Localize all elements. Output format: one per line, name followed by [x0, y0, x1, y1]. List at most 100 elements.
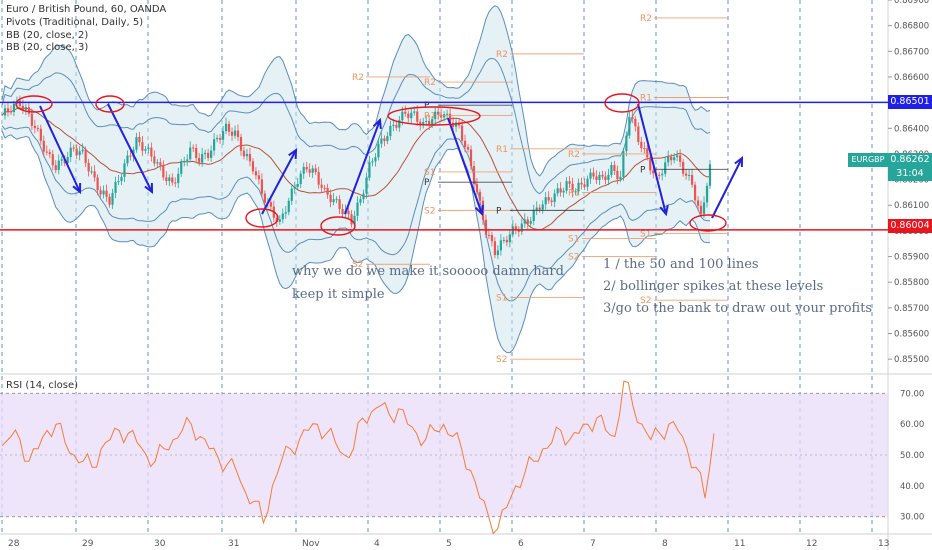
- time-tick-label: 29: [82, 539, 94, 549]
- candle-body: [308, 169, 311, 173]
- arrow-head-0: [72, 182, 82, 195]
- price-tick-label: 0.85900: [894, 253, 929, 263]
- pivot-label: S2: [424, 206, 435, 216]
- countdown-tag: 31:04: [888, 167, 932, 181]
- bb3-lower: [1, 130, 711, 354]
- candle-body: [177, 173, 180, 184]
- candle-body: [613, 164, 616, 171]
- candle-body: [254, 171, 258, 176]
- candle-body: [326, 187, 329, 195]
- trend-arrow-5: [637, 103, 667, 215]
- rsi-band: [0, 393, 888, 517]
- arrow-head-6: [734, 155, 744, 168]
- candle-body: [57, 160, 60, 171]
- candle-body: [679, 155, 682, 162]
- candle-body: [215, 137, 219, 140]
- candle-body: [699, 205, 703, 214]
- candle-body: [583, 184, 586, 187]
- candle-body: [371, 161, 374, 163]
- candle-body: [12, 103, 16, 113]
- candle-body: [150, 147, 153, 157]
- candle-body: [622, 151, 625, 177]
- time-tick-label: 31: [228, 539, 239, 549]
- bb-fill: [2, 5, 710, 353]
- candle-body: [207, 152, 210, 158]
- candle-body: [628, 117, 631, 136]
- candle-body: [646, 148, 649, 158]
- candle-body: [195, 147, 198, 159]
- rsi-tick-label: 30.00: [900, 513, 924, 523]
- candle-body: [18, 100, 22, 106]
- candle-body: [126, 155, 129, 164]
- candle-body: [520, 223, 523, 232]
- candle-body: [353, 215, 356, 225]
- candle-body: [690, 175, 694, 185]
- candle-body: [410, 112, 413, 119]
- candle-body: [487, 234, 491, 236]
- rsi-tick-label: 50.00: [900, 451, 924, 461]
- candle-body: [499, 240, 502, 251]
- candle-body: [359, 199, 362, 203]
- candle-body: [48, 152, 51, 155]
- time-tick-label: 4: [374, 539, 380, 549]
- candle-body: [75, 148, 78, 156]
- candle-body: [446, 113, 449, 115]
- candle-body: [595, 176, 598, 181]
- candle-body: [386, 136, 389, 142]
- candle-body: [138, 136, 141, 143]
- candle-body: [440, 114, 443, 118]
- candle-body: [260, 179, 263, 194]
- candle-body: [278, 219, 281, 222]
- candle-body: [311, 168, 314, 173]
- candle-body: [314, 168, 317, 172]
- pivot-label: S2: [352, 260, 363, 270]
- candle-body: [117, 181, 120, 183]
- candle-body: [380, 138, 383, 144]
- candle-body: [544, 197, 547, 205]
- candle-body: [281, 213, 284, 220]
- candle-body: [299, 173, 302, 185]
- candle-body: [466, 147, 470, 150]
- candle-body: [541, 204, 544, 210]
- bb2-legend: BB (20, close, 3): [6, 42, 89, 53]
- candle-body: [36, 128, 39, 130]
- candle-body: [9, 111, 13, 113]
- time-tick-label: 6: [518, 539, 524, 549]
- candle-body: [153, 156, 156, 164]
- rsi-tick-label: 60.00: [900, 420, 924, 430]
- candle-body: [293, 186, 296, 189]
- arrow-head-1: [144, 182, 154, 195]
- candle-body: [383, 138, 386, 142]
- candle-body: [233, 130, 237, 136]
- candle-body: [404, 111, 407, 114]
- candle-body: [685, 173, 688, 176]
- candle-body: [245, 153, 249, 157]
- candle-body: [664, 162, 667, 174]
- candle-body: [643, 148, 646, 150]
- candle-body: [39, 128, 42, 141]
- candle-body: [320, 184, 323, 188]
- candle-body: [469, 149, 473, 167]
- candle-body: [317, 171, 320, 185]
- candle-body: [329, 194, 332, 203]
- candle-body: [123, 163, 126, 177]
- candle-body: [431, 119, 434, 125]
- pivot-label: R2: [568, 150, 580, 160]
- bb2-lower: [1, 125, 711, 302]
- pivot-label: S1: [568, 235, 579, 245]
- time-tick-label: 12: [806, 539, 817, 549]
- candle-body: [144, 149, 147, 151]
- price-tick-label: 0.85600: [894, 330, 929, 340]
- candle-body: [156, 162, 159, 164]
- rsi-line: [1, 380, 715, 535]
- current-price-tag: 0.86262: [888, 153, 932, 167]
- candle-body: [296, 184, 299, 187]
- note-lines: 1 / the 50 and 100 lines: [603, 257, 759, 272]
- candle-body: [437, 111, 440, 115]
- rsi-tick-label: 40.00: [900, 482, 924, 492]
- price-tick-label: 0.86100: [894, 201, 929, 211]
- time-tick-label: 11: [734, 539, 745, 549]
- candle-body: [649, 157, 652, 171]
- candle-body: [589, 172, 592, 179]
- candle-body: [368, 162, 371, 178]
